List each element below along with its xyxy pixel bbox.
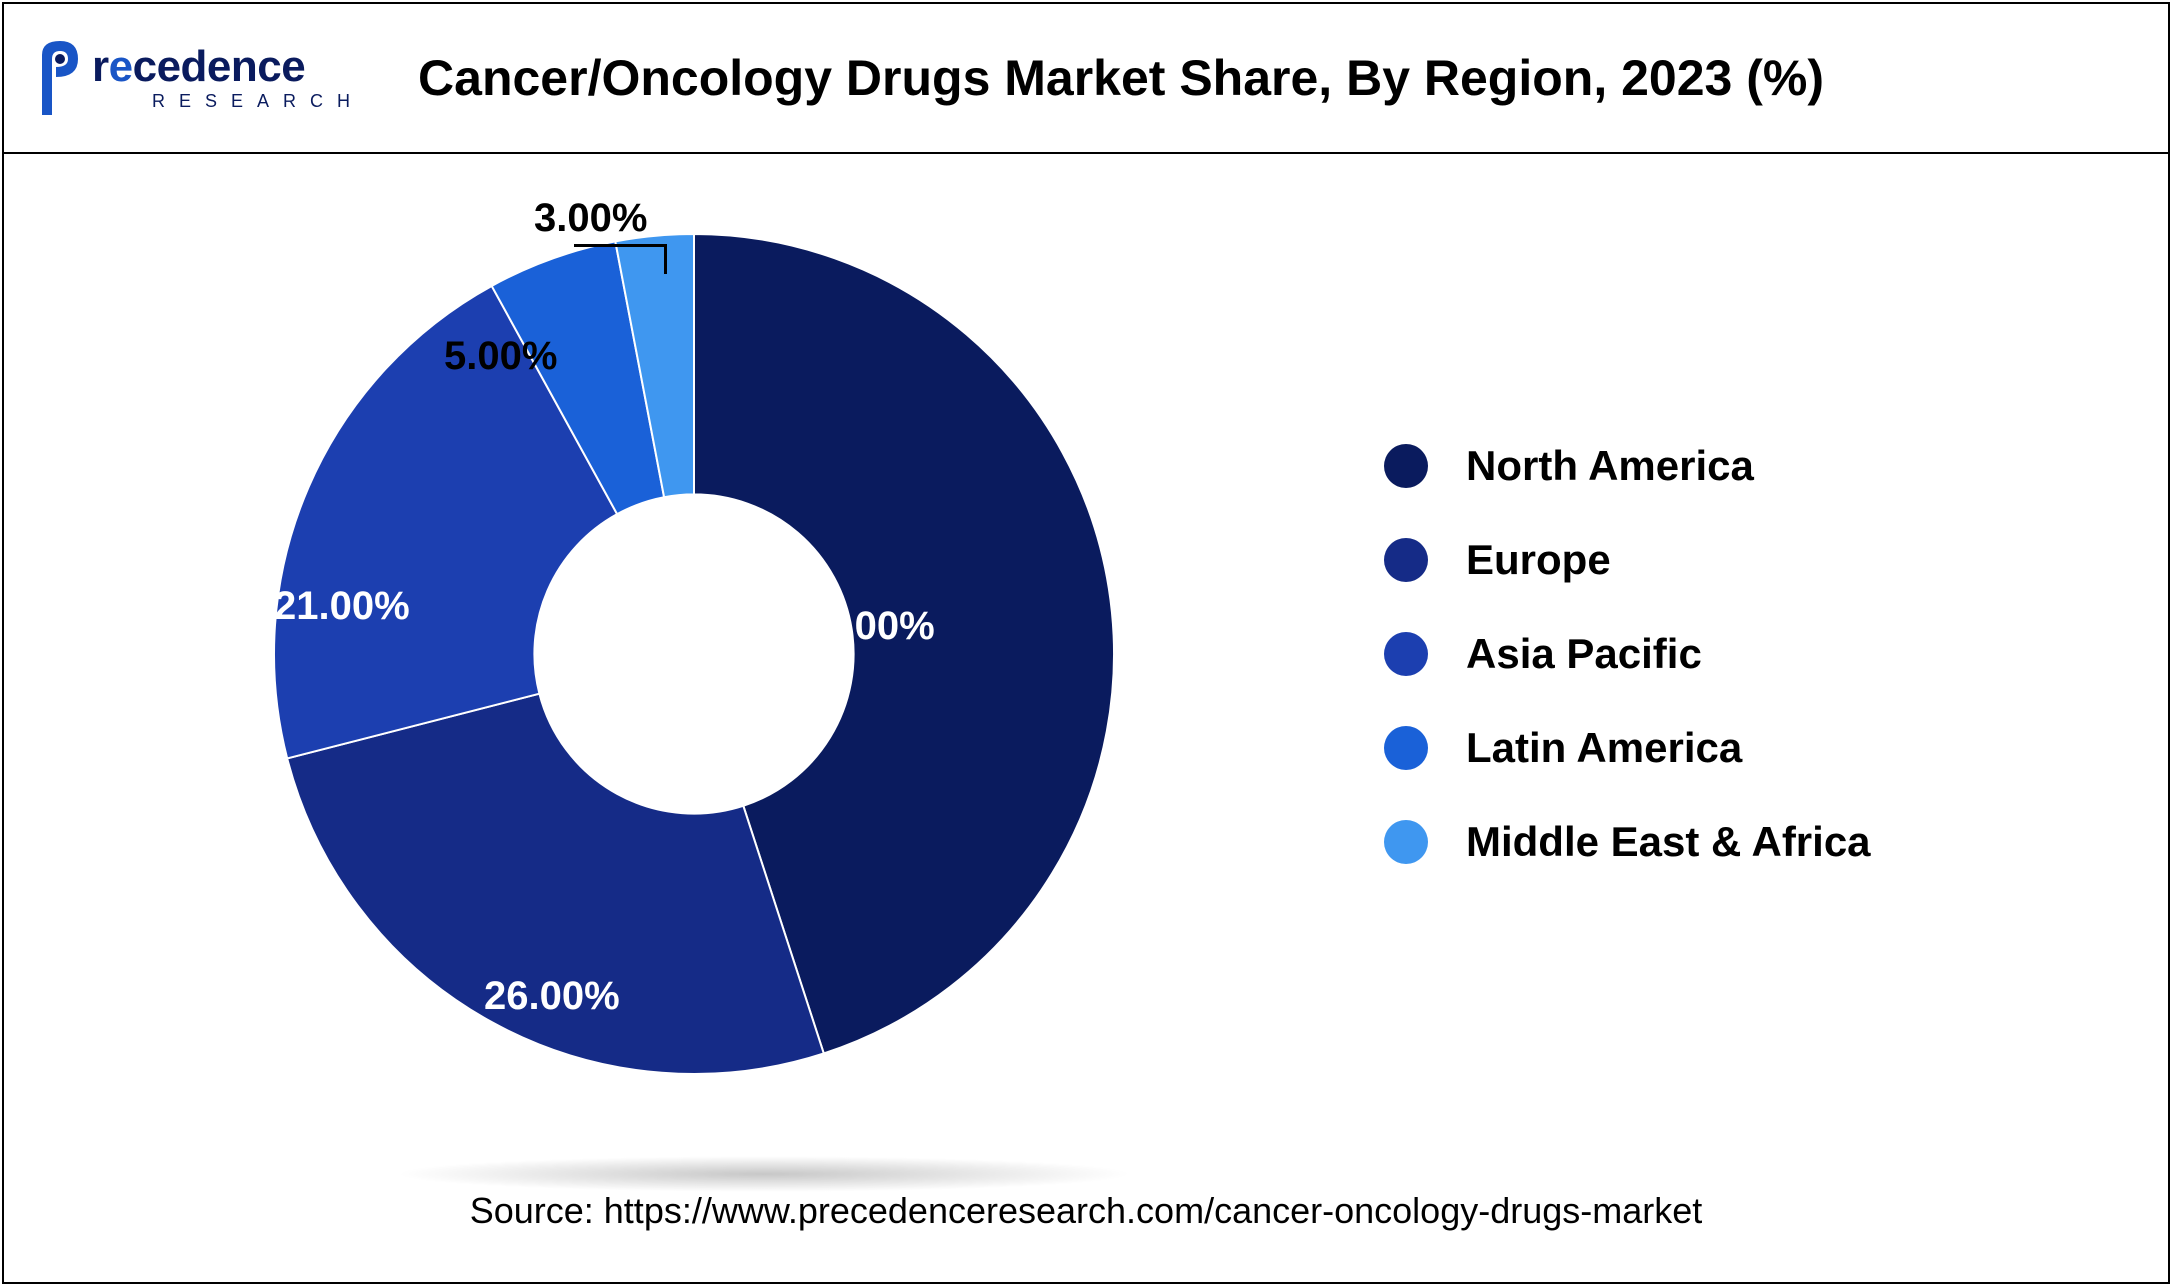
legend-label: Europe — [1466, 536, 1611, 584]
chart-title: Cancer/Oncology Drugs Market Share, By R… — [364, 49, 2138, 107]
chart-body: 45.00% 26.00% 21.00% 5.00% 3.00% North A… — [4, 154, 2168, 1154]
brand-subtext: RESEARCH — [152, 91, 364, 112]
leader-line — [574, 244, 664, 247]
donut-svg — [244, 204, 1144, 1104]
chart-shadow — [394, 1156, 1134, 1192]
legend-swatch — [1384, 538, 1428, 582]
legend-item: Europe — [1384, 536, 1871, 584]
legend-item: North America — [1384, 442, 1871, 490]
logo-mark-icon — [34, 39, 86, 117]
header-bar: recedence RESEARCH Cancer/Oncology Drugs… — [4, 4, 2168, 154]
chart-frame: recedence RESEARCH Cancer/Oncology Drugs… — [2, 2, 2170, 1284]
legend-swatch — [1384, 444, 1428, 488]
legend-label: North America — [1466, 442, 1754, 490]
legend: North America Europe Asia Pacific Latin … — [1384, 442, 1871, 866]
slice-label-asia-pacific: 21.00% — [274, 584, 410, 629]
legend-label: Latin America — [1466, 724, 1742, 772]
legend-swatch — [1384, 820, 1428, 864]
donut-chart: 45.00% 26.00% 21.00% 5.00% 3.00% — [244, 204, 1294, 1104]
slice-label-latin-america: 5.00% — [444, 334, 557, 379]
brand-wordmark: recedence — [92, 45, 364, 89]
logo-text-block: recedence RESEARCH — [92, 45, 364, 112]
slice-label-europe: 26.00% — [484, 974, 620, 1019]
slice-label-north-america: 45.00% — [799, 604, 935, 649]
legend-item: Middle East & Africa — [1384, 818, 1871, 866]
brand-logo: recedence RESEARCH — [34, 39, 364, 117]
legend-swatch — [1384, 632, 1428, 676]
donut-hole — [534, 494, 853, 813]
legend-swatch — [1384, 726, 1428, 770]
source-text: Source: https://www.precedenceresearch.c… — [4, 1190, 2168, 1232]
legend-label: Middle East & Africa — [1466, 818, 1871, 866]
leader-line — [664, 244, 667, 274]
legend-item: Asia Pacific — [1384, 630, 1871, 678]
legend-item: Latin America — [1384, 724, 1871, 772]
legend-label: Asia Pacific — [1466, 630, 1702, 678]
slice-label-mea: 3.00% — [534, 196, 647, 241]
